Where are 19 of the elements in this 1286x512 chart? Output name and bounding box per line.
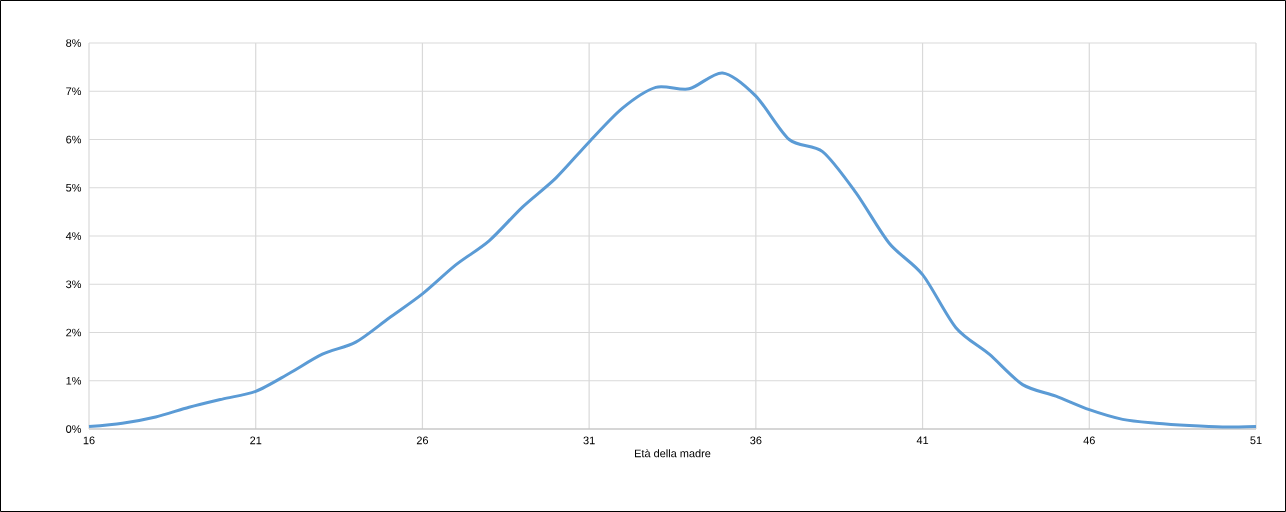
x-axis-title: Età della madre — [635, 449, 711, 458]
x-tick-label: 51 — [1250, 436, 1262, 445]
x-tick-label: 41 — [916, 436, 929, 445]
line-series — [87, 71, 1258, 429]
y-tick-label: 7% — [66, 87, 82, 96]
y-tick-label: 0% — [66, 425, 82, 433]
y-tick-label: 4% — [65, 232, 82, 240]
x-tick-label: 16 — [83, 436, 95, 445]
y-tick-label: 8% — [66, 39, 82, 47]
x-tick-label: 21 — [250, 436, 262, 445]
y-tick-label: 2% — [66, 328, 82, 337]
x-tick-label: 31 — [583, 436, 595, 445]
y-tick-label: 6% — [66, 135, 82, 144]
y-tick-label: 1% — [66, 376, 82, 385]
x-tick-label: 46 — [1083, 436, 1095, 445]
y-tick-label: 3% — [66, 280, 82, 289]
x-tick-label: 36 — [750, 436, 762, 445]
y-tick-label: 5% — [66, 183, 82, 192]
x-tick-label: 26 — [416, 436, 429, 445]
